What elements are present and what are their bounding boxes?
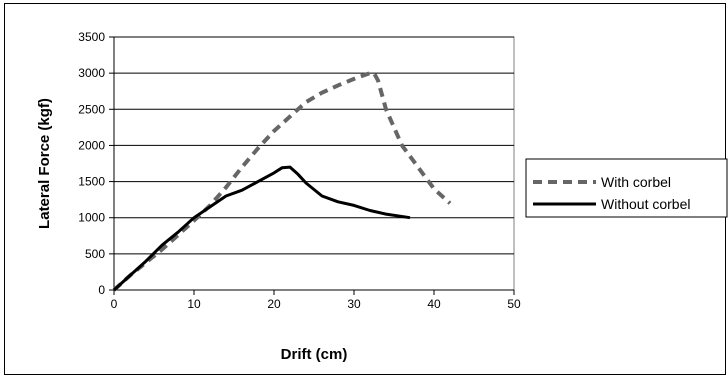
series-line-with-corbel xyxy=(112,71,452,292)
legend-label-without-corbel: Without corbel xyxy=(601,196,690,212)
y-tick-label-0: 0 xyxy=(98,283,105,297)
y-tick-label-3000: 3000 xyxy=(78,66,105,80)
legend-box xyxy=(525,158,728,218)
grid-lines xyxy=(114,36,514,255)
y-tick-label-1000: 1000 xyxy=(78,211,105,225)
x-tick-label-50: 50 xyxy=(507,297,521,311)
y-tick-label-500: 500 xyxy=(85,247,105,261)
legend: With corbel Without corbel xyxy=(525,158,728,218)
y-tick-label-2000: 2000 xyxy=(78,138,105,152)
x-tick-label-0: 0 xyxy=(111,297,118,311)
x-axis-title: Drift (cm) xyxy=(281,346,348,363)
x-tick-label-30: 30 xyxy=(347,297,361,311)
plot-area xyxy=(113,36,515,291)
axes xyxy=(109,36,515,295)
y-axis-title: Lateral Force (kgf) xyxy=(36,98,53,229)
x-tick-label-40: 40 xyxy=(427,297,441,311)
y-tick-label-3500: 3500 xyxy=(78,30,105,44)
y-tick-label-2500: 2500 xyxy=(78,102,105,116)
series-lines xyxy=(112,71,452,292)
y-tick-label-1500: 1500 xyxy=(78,175,105,189)
x-tick-label-10: 10 xyxy=(187,297,201,311)
y-tick-labels: 0 500 1000 1500 2000 2500 3000 3500 xyxy=(78,30,105,297)
x-tick-label-20: 20 xyxy=(267,297,281,311)
legend-label-with-corbel: With corbel xyxy=(601,174,671,190)
x-tick-labels: 0 10 20 30 40 50 xyxy=(111,297,521,311)
series-line-without-corbel xyxy=(112,165,411,292)
